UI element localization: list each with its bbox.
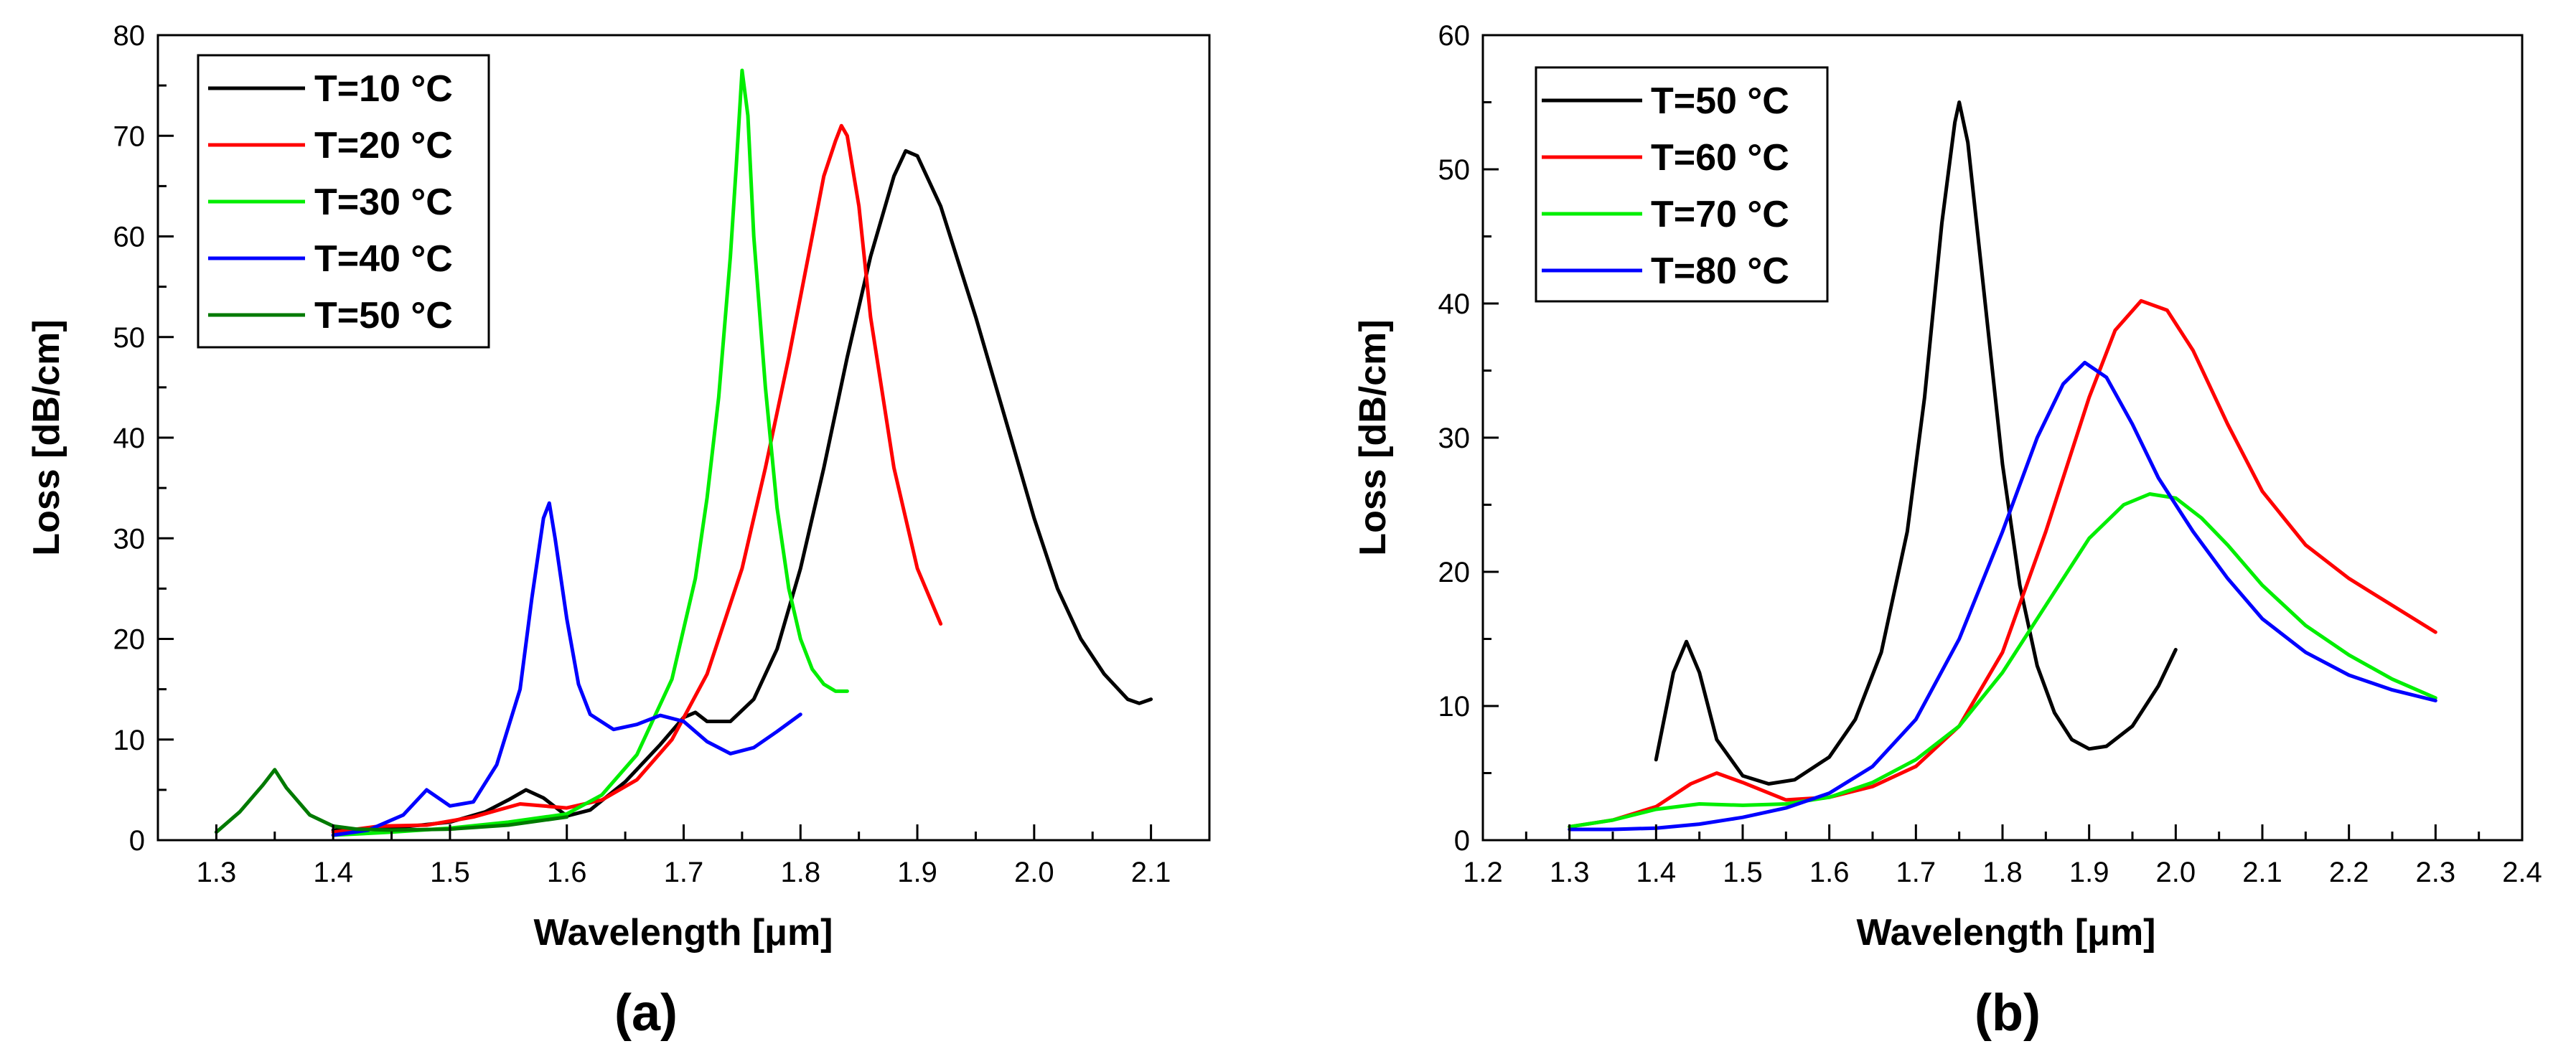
panel-a-x-tick-label: 2.0 (1014, 857, 1054, 888)
panel-a-legend: T=10 °C T=20 °C T=30 °C T=40 °C T=50 °C (197, 54, 490, 349)
panel-a-y-tick-label: 50 (113, 322, 146, 354)
panel-b-x-ticks: 1.2 1.3 1.4 1.5 1.6 1.7 1.8 1.9 2.0 2.1 2.2 2.3 2.4 (1463, 824, 2542, 888)
panel-b-x-tick-label: 1.4 (1636, 857, 1677, 888)
panel-a-x-tick-label: 1.6 (547, 857, 587, 888)
panel-a-x-axis-title: Wavelength [μm] (533, 912, 833, 954)
panel-b-y-tick-label: 30 (1438, 423, 1471, 454)
panel-b-x-tick-label: 1.5 (1723, 857, 1763, 888)
panel-a-x-tick-label: 2.1 (1131, 857, 1171, 888)
panel-b-y-tick-label: 10 (1438, 691, 1471, 723)
panel-b-legend: T=50 °C T=60 °C T=70 °C T=80 °C (1535, 66, 1829, 303)
panel-b-y-axis-title: Loss [dB/cm] (1352, 319, 1394, 555)
panel-b-label: (b) (1975, 984, 2041, 1042)
panel-a-x-tick-label: 1.4 (313, 857, 353, 888)
panel-a-legend-label-4: T=40 °C (314, 238, 453, 280)
panel-b-series-line-2 (1568, 298, 2437, 829)
panel-a-series-line-2 (331, 123, 943, 834)
panel-a-x-tick-label: 1.3 (197, 857, 237, 888)
panel-b-y-tick-label: 0 (1454, 825, 1470, 857)
panel-b-marks (1568, 100, 2437, 832)
panel-b-series-line-3 (1568, 492, 2437, 829)
panel-b-y-tick-label: 50 (1438, 154, 1471, 186)
panel-b-y-tick-label: 20 (1438, 557, 1471, 588)
panel-a-y-tick-label: 20 (113, 624, 146, 656)
panel-b-legend-label-4: T=80 °C (1651, 250, 1789, 292)
panel-b-series-line-1 (1654, 100, 2178, 786)
panel-b-y-ticks: 0 10 20 30 40 50 60 (1438, 20, 1499, 857)
panel-b-x-tick-label: 1.7 (1896, 857, 1936, 888)
panel-a-x-ticks: 1.3 1.4 1.5 1.6 1.7 1.8 1.9 2.0 2.1 (197, 824, 1171, 888)
panel-a-x-tick-label: 1.5 (430, 857, 470, 888)
panel-b-legend-label-1: T=50 °C (1651, 80, 1789, 122)
panel-b-x-tick-label: 1.2 (1463, 857, 1503, 888)
panel-a-series-line-1 (331, 149, 1153, 832)
panel-b-x-axis-title: Wavelength [μm] (1856, 912, 2155, 954)
panel-a-y-tick-label: 10 (113, 725, 146, 756)
panel-a-legend-label-1: T=10 °C (314, 68, 453, 110)
panel-a-y-tick-label: 0 (129, 825, 145, 857)
panel-a-y-tick-label: 40 (113, 423, 146, 454)
panel-b-x-tick-label: 1.3 (1550, 857, 1590, 888)
panel-b-x-tick-label: 2.4 (2502, 857, 2542, 888)
panel-b-x-tick-label: 2.3 (2416, 857, 2456, 888)
panel-a-y-tick-label: 30 (113, 523, 146, 555)
panel-a-y-tick-label: 60 (113, 222, 146, 253)
panel-a-marks (214, 68, 1153, 837)
panel-b-series-line-4 (1568, 360, 2437, 832)
panel-a-series-line-5 (214, 768, 569, 834)
panel-b: 1.2 1.3 1.4 1.5 1.6 1.7 1.8 1.9 2.0 2.1 2.2 2.3 2.4 … (1352, 20, 2542, 1042)
panel-a-legend-label-5: T=50 °C (314, 295, 453, 336)
panel-a-x-tick-label: 1.9 (897, 857, 937, 888)
panel-b-legend-label-3: T=70 °C (1651, 194, 1789, 235)
panel-b-x-tick-label: 2.0 (2156, 857, 2196, 888)
panel-b-legend-box (1535, 66, 1829, 303)
panel-a-legend-label-3: T=30 °C (314, 182, 453, 223)
panel-b-x-tick-label: 2.2 (2329, 857, 2369, 888)
panel-b-x-tick-label: 1.8 (1982, 857, 2023, 888)
panel-b-y-tick-label: 60 (1438, 20, 1471, 52)
panel-a-label: (a) (614, 984, 678, 1042)
panel-a-y-tick-label: 70 (113, 121, 146, 152)
panel-a-x-tick-label: 1.7 (664, 857, 704, 888)
panel-a-y-ticks: 0 10 20 30 40 50 60 70 80 (113, 20, 174, 857)
panel-b-y-tick-label: 40 (1438, 288, 1471, 320)
panel-a-series-line-3 (331, 68, 849, 837)
panel-a-legend-label-2: T=20 °C (314, 125, 453, 166)
panel-b-x-tick-label: 1.9 (2069, 857, 2109, 888)
panel-a-y-tick-label: 80 (113, 20, 146, 52)
panel-b-legend-label-2: T=60 °C (1651, 137, 1789, 179)
panel-b-x-tick-label: 1.6 (1809, 857, 1850, 888)
panel-b-x-tick-label: 2.1 (2242, 857, 2282, 888)
panel-a-x-tick-label: 1.8 (780, 857, 820, 888)
panel-a-series-line-4 (331, 501, 802, 837)
panel-a-y-axis-title: Loss [dB/cm] (26, 319, 67, 555)
panel-a: 1.3 1.4 1.5 1.6 1.7 1.8 1.9 2.0 2.1 0 10 20 30 40 50 6… (26, 20, 1211, 1042)
